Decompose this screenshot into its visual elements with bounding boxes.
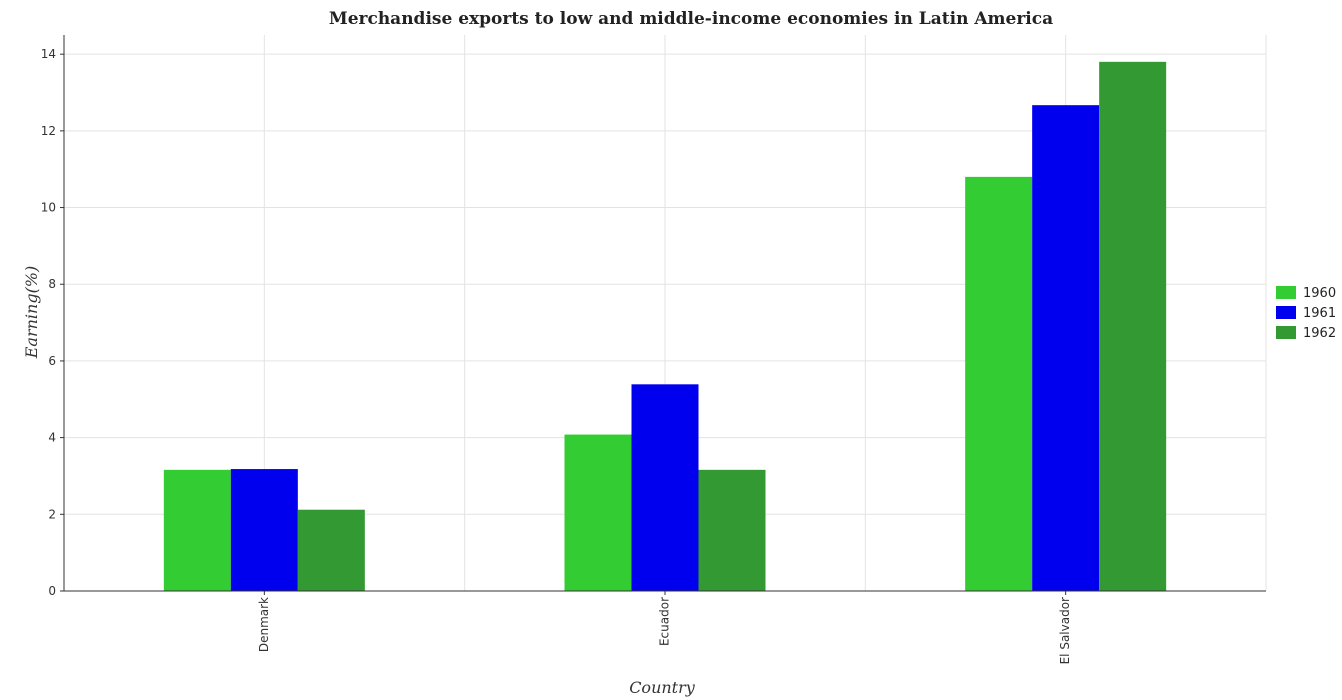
x-axis-label: Country <box>629 678 696 697</box>
x-tick-label: Ecuador <box>658 597 672 646</box>
x-tick-label: El Salvador <box>1058 597 1072 664</box>
bar-1962-el-salvador <box>1099 61 1167 592</box>
legend: 1960 1961 1962 <box>1276 286 1336 341</box>
bar-1961-denmark <box>230 469 298 591</box>
bar-1962-denmark <box>297 509 365 591</box>
y-tick-label: 6 <box>48 354 56 368</box>
legend-swatch-1961 <box>1276 306 1296 319</box>
bar-1961-el-salvador <box>1032 105 1100 592</box>
y-tick-label: 12 <box>41 124 56 138</box>
legend-label-1961: 1961 <box>1303 306 1336 321</box>
legend-swatch-1962 <box>1276 326 1296 339</box>
y-tick-label: 4 <box>48 431 56 445</box>
y-tick-label: 10 <box>41 201 56 215</box>
y-axis-label: Earning(%) <box>22 266 41 360</box>
y-tick-label: 8 <box>48 277 56 291</box>
bar-1960-denmark <box>163 469 231 591</box>
axes: 0 2 4 6 8 10 12 14 Denmark Ecuador El Salvador <box>41 35 1266 664</box>
legend-swatch-1960 <box>1276 286 1296 299</box>
y-tick-label: 2 <box>48 507 56 521</box>
x-tick-label: Denmark <box>257 597 271 652</box>
legend-label-1960: 1960 <box>1303 286 1336 301</box>
bar-1962-ecuador <box>698 469 766 591</box>
y-tick-label: 0 <box>48 584 56 598</box>
legend-label-1962: 1962 <box>1303 326 1336 341</box>
y-tick-label: 14 <box>41 47 56 61</box>
bar-1960-ecuador <box>564 434 632 591</box>
bars <box>163 61 1167 592</box>
bar-1960-el-salvador <box>965 176 1033 591</box>
chart-title: Merchandise exports to low and middle-in… <box>329 9 1053 29</box>
bar-1961-ecuador <box>631 384 699 591</box>
